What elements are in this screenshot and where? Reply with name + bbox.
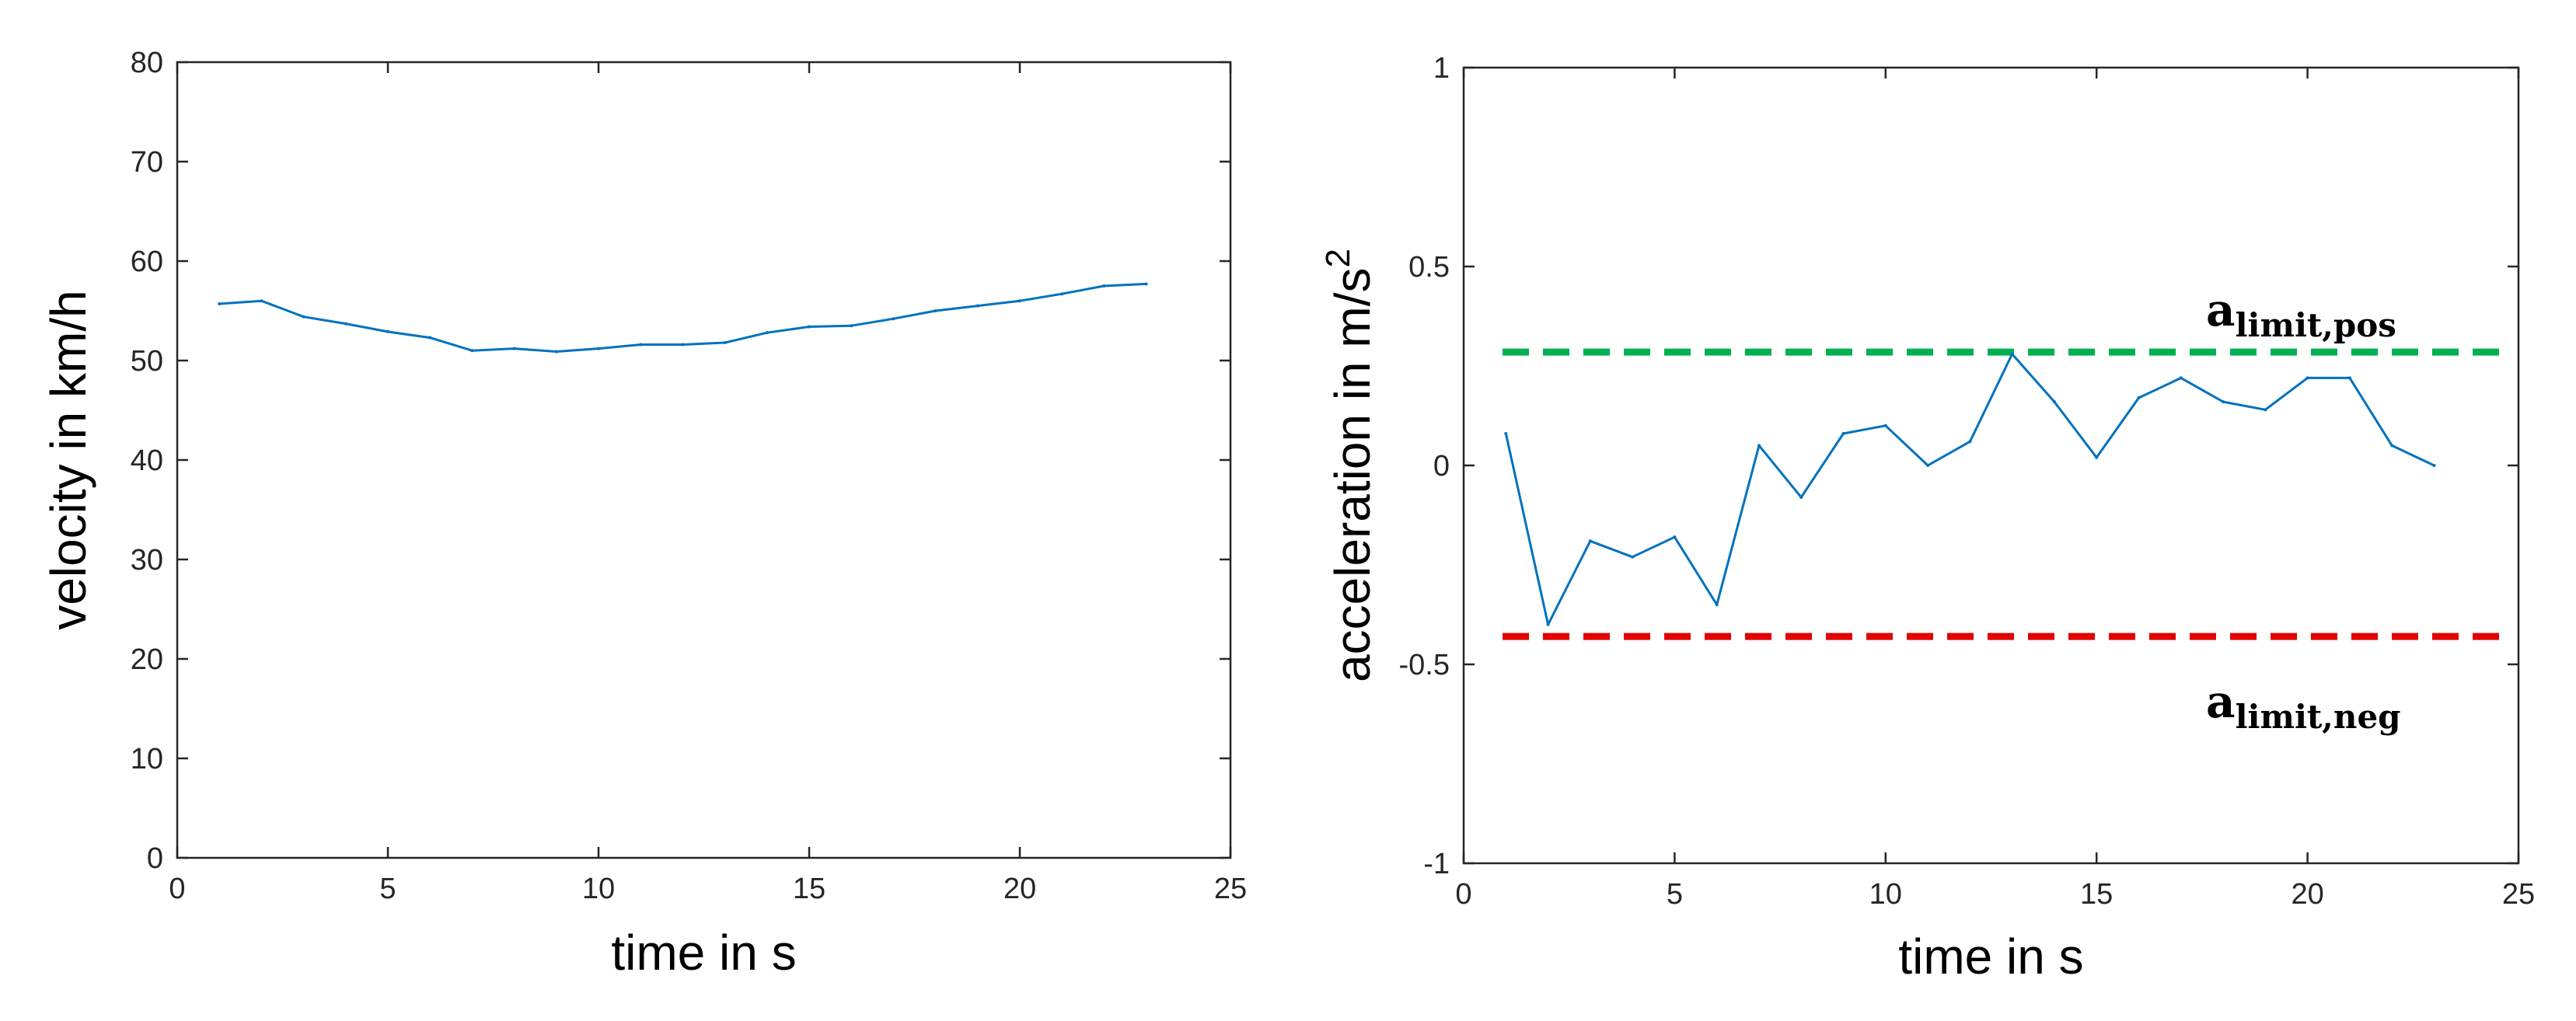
y-tick-label: 50 <box>131 345 163 378</box>
y-tick-label: 30 <box>131 544 163 577</box>
data-point <box>1102 284 1106 287</box>
data-point <box>765 331 769 335</box>
data-point <box>2179 376 2183 380</box>
y-tick-label: 60 <box>131 246 163 278</box>
data-point <box>1757 444 1761 448</box>
data-point <box>2390 444 2394 448</box>
data-point <box>1144 282 1148 286</box>
x-tick-label: 25 <box>1214 873 1247 905</box>
data-point <box>1546 622 1550 626</box>
data-point <box>808 325 811 329</box>
x-tick-label: 10 <box>1869 878 1902 911</box>
y-tick-label: 20 <box>131 643 163 676</box>
x-tick-label: 15 <box>2080 878 2113 911</box>
data-point <box>1715 603 1719 607</box>
data-point <box>2264 408 2267 412</box>
reference-line-label: alimit,pos <box>2206 284 2396 344</box>
data-point <box>1883 423 1887 427</box>
data-point <box>554 350 558 354</box>
data-point <box>302 315 305 319</box>
x-tick-label: 0 <box>1455 878 1471 911</box>
data-point <box>1673 535 1677 539</box>
x-tick-label: 5 <box>1667 878 1683 911</box>
data-point <box>639 343 643 347</box>
data-point <box>2347 376 2351 380</box>
y-tick-label: 70 <box>131 146 163 179</box>
data-point <box>850 324 853 328</box>
y-axis-label: velocity in km/h <box>40 290 96 629</box>
reference-line-label: alimit,neg <box>2206 675 2401 736</box>
x-axis-label: time in s <box>1898 929 2083 984</box>
x-tick-label: 25 <box>2502 878 2535 911</box>
y-tick-label: 1 <box>1433 52 1450 85</box>
data-point <box>681 343 685 347</box>
y-tick-label: -0.5 <box>1399 649 1450 681</box>
data-point <box>2305 376 2309 380</box>
reference-label-sub: limit,neg <box>2236 698 2401 736</box>
data-point <box>386 329 389 333</box>
x-tick-label: 20 <box>2291 878 2323 911</box>
data-point <box>344 322 347 326</box>
data-point <box>1018 299 1021 303</box>
reference-label-main: a <box>2206 284 2236 336</box>
data-point <box>723 340 727 344</box>
y-axis-label-superscript: 2 <box>1319 249 1357 267</box>
plot-area <box>176 61 1232 859</box>
x-tick-label: 10 <box>582 873 615 905</box>
data-point <box>2010 352 2014 356</box>
x-axis-label: time in s <box>611 925 796 981</box>
y-tick-label: 40 <box>131 444 163 477</box>
data-point <box>597 347 600 350</box>
y-tick-label: 80 <box>131 47 163 79</box>
y-axis-label: acceleration in m/s2 <box>1319 249 1380 682</box>
data-point <box>1588 539 1592 543</box>
data-point <box>1504 432 1508 436</box>
data-point <box>1060 292 1064 296</box>
data-point <box>1968 440 1972 444</box>
reference-label-main: a <box>2206 675 2236 728</box>
x-tick-label: 20 <box>1004 873 1036 905</box>
data-point <box>428 336 432 340</box>
reference-label-sub: limit,pos <box>2236 306 2396 344</box>
y-tick-label: 10 <box>131 743 163 775</box>
data-point <box>470 349 474 353</box>
y-tick-label: 0 <box>147 842 163 875</box>
data-point <box>512 347 516 350</box>
data-point <box>260 299 264 303</box>
data-point <box>218 302 222 306</box>
x-tick-label: 5 <box>379 873 396 905</box>
data-point <box>2432 464 2436 467</box>
data-point <box>934 309 937 312</box>
y-axis-label-main: acceleration in m/s <box>1325 267 1380 682</box>
data-point <box>1799 495 1803 499</box>
y-tick-label: 0.5 <box>1408 251 1450 284</box>
y-tick-label: 0 <box>1433 450 1450 483</box>
data-point <box>892 317 895 321</box>
data-point <box>1631 555 1635 559</box>
x-tick-label: 0 <box>169 873 185 905</box>
data-point <box>1841 432 1845 436</box>
data-point <box>2137 396 2141 399</box>
data-point <box>2095 455 2099 459</box>
data-point <box>2222 400 2225 404</box>
data-point <box>2052 400 2056 404</box>
velocity-chart: 0 5 10 15 20 25 0 10 20 30 40 50 60 70 80 time in s velo… <box>40 47 1247 981</box>
y-tick-label: -1 <box>1423 848 1450 880</box>
plot-area <box>1462 66 2520 865</box>
data-point <box>1926 464 1930 467</box>
data-point <box>976 304 979 308</box>
x-tick-label: 15 <box>793 873 826 905</box>
acceleration-chart: 0 5 10 15 20 25 -1 -0.5 0 0.5 1 time in s accelerati… <box>1319 52 2535 984</box>
